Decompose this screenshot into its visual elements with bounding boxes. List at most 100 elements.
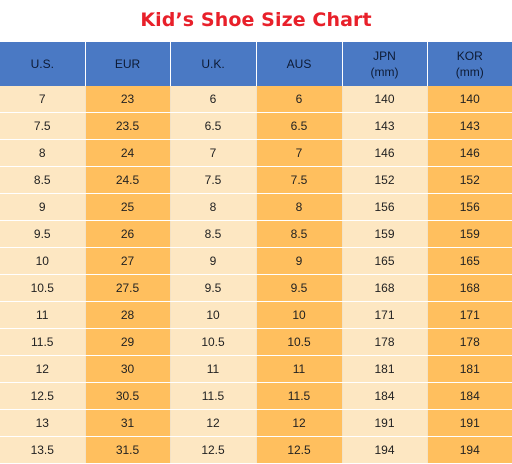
table-cell: 191 [427, 410, 512, 437]
table-cell: 6.5 [256, 113, 342, 140]
table-cell: 30 [85, 356, 170, 383]
table-cell: 8 [170, 194, 256, 221]
table-cell: 9 [0, 194, 85, 221]
table-cell: 9.5 [256, 275, 342, 302]
table-cell: 31 [85, 410, 170, 437]
table-cell: 27.5 [85, 275, 170, 302]
table-cell: 10 [0, 248, 85, 275]
table-cell: 11 [0, 302, 85, 329]
table-cell: 9 [256, 248, 342, 275]
table-cell: 12.5 [0, 383, 85, 410]
table-cell: 7.5 [0, 113, 85, 140]
column-header-line: KOR [428, 48, 512, 64]
table-cell: 146 [342, 140, 427, 167]
table-cell: 7.5 [170, 167, 256, 194]
table-cell: 171 [342, 302, 427, 329]
page-title: Kid’s Shoe Size Chart [0, 0, 512, 42]
table-cell: 6 [256, 86, 342, 113]
table-cell: 9.5 [0, 221, 85, 248]
column-header-line: (mm) [343, 64, 427, 80]
table-cell: 152 [342, 167, 427, 194]
column-header-line: JPN [343, 48, 427, 64]
table-cell: 11 [256, 356, 342, 383]
table-cell: 156 [427, 194, 512, 221]
table-cell: 13.5 [0, 437, 85, 464]
table-cell: 10.5 [0, 275, 85, 302]
table-cell: 12.5 [170, 437, 256, 464]
table-cell: 7 [0, 86, 85, 113]
table-cell: 140 [342, 86, 427, 113]
table-cell: 194 [342, 437, 427, 464]
column-header: EUR [85, 42, 170, 86]
table-cell: 29 [85, 329, 170, 356]
table-cell: 181 [427, 356, 512, 383]
table-cell: 11.5 [170, 383, 256, 410]
table-cell: 168 [427, 275, 512, 302]
table-cell: 26 [85, 221, 170, 248]
column-header: JPN(mm) [342, 42, 427, 86]
table-cell: 10.5 [170, 329, 256, 356]
table-cell: 6 [170, 86, 256, 113]
table-cell: 24.5 [85, 167, 170, 194]
column-header: KOR(mm) [427, 42, 512, 86]
table-cell: 178 [427, 329, 512, 356]
table-cell: 165 [342, 248, 427, 275]
table-cell: 8.5 [256, 221, 342, 248]
table-cell: 23 [85, 86, 170, 113]
table-cell: 7 [170, 140, 256, 167]
table-cell: 30.5 [85, 383, 170, 410]
table-cell: 143 [427, 113, 512, 140]
table-cell: 9.5 [170, 275, 256, 302]
table-cell: 10 [170, 302, 256, 329]
table-cell: 10.5 [256, 329, 342, 356]
table-cell: 140 [427, 86, 512, 113]
table-cell: 8.5 [170, 221, 256, 248]
table-cell: 191 [342, 410, 427, 437]
table-cell: 8 [0, 140, 85, 167]
table-cell: 184 [427, 383, 512, 410]
table-cell: 8 [256, 194, 342, 221]
table-cell: 9 [170, 248, 256, 275]
column-header: U.K. [170, 42, 256, 86]
table-cell: 152 [427, 167, 512, 194]
table-cell: 12 [256, 410, 342, 437]
column-header: AUS [256, 42, 342, 86]
table-cell: 165 [427, 248, 512, 275]
table-cell: 194 [427, 437, 512, 464]
table-cell: 31.5 [85, 437, 170, 464]
column-header-line: EUR [86, 56, 170, 72]
table-cell: 11.5 [256, 383, 342, 410]
table-cell: 12 [170, 410, 256, 437]
column-header-line: (mm) [428, 64, 512, 80]
column-header-line: U.K. [171, 56, 256, 72]
table-cell: 11 [170, 356, 256, 383]
table-cell: 159 [342, 221, 427, 248]
column-header-line: U.S. [0, 56, 85, 72]
table-cell: 23.5 [85, 113, 170, 140]
table-cell: 178 [342, 329, 427, 356]
table-cell: 168 [342, 275, 427, 302]
table-cell: 13 [0, 410, 85, 437]
table-cell: 11.5 [0, 329, 85, 356]
column-header-line: AUS [257, 56, 342, 72]
table-cell: 25 [85, 194, 170, 221]
table-cell: 28 [85, 302, 170, 329]
table-cell: 24 [85, 140, 170, 167]
table-cell: 7 [256, 140, 342, 167]
